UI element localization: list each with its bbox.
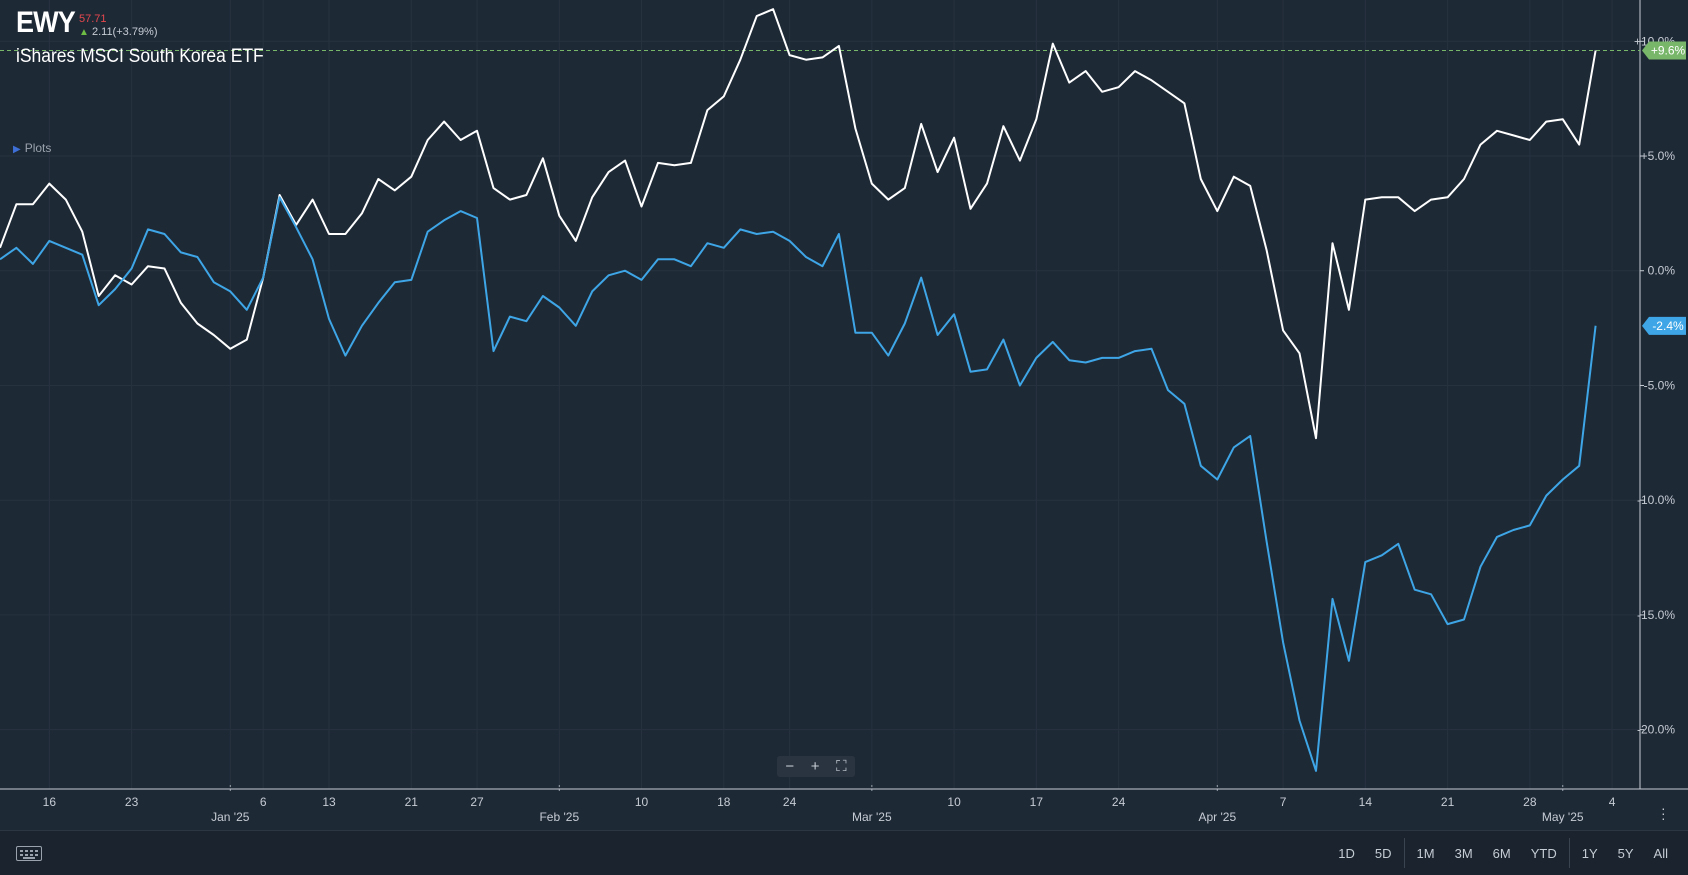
caret-right-icon: ▶: [13, 144, 21, 155]
y-tick-label: +5.0%: [1641, 149, 1676, 163]
price-line: [0, 8, 1597, 440]
x-tick-label: 10: [635, 795, 649, 809]
x-tick-label: 24: [783, 795, 797, 809]
price-change: ▲ 2.11(+3.79%): [79, 26, 158, 38]
range-1m-button[interactable]: 1M: [1407, 846, 1445, 861]
x-tick-label: 13: [322, 795, 336, 809]
x-tick-label: 27: [470, 795, 484, 809]
range-5d-button[interactable]: 5D: [1365, 846, 1402, 861]
y-tick-label: -10.0%: [1637, 493, 1675, 507]
plots-label: Plots: [24, 141, 52, 155]
x-tick-label-major: Mar '25: [852, 810, 892, 824]
company-name: iShares MSCI South Korea ETF: [16, 46, 264, 67]
range-ytd-button[interactable]: YTD: [1521, 846, 1567, 861]
x-tick-label: 16: [43, 795, 57, 809]
plots-toggle[interactable]: ▶ Plots: [13, 141, 51, 155]
x-tick-label-major: Apr '25: [1198, 810, 1236, 824]
x-tick-label: 24: [1112, 795, 1126, 809]
divider: [1568, 838, 1570, 868]
x-tick-label: 10: [947, 795, 961, 809]
chart-area[interactable]: 16 23 Jan '25 6 13 21 27 Feb '25 10 18 24 Mar '25 10…: [0, 0, 1688, 830]
range-selector: 1D 5D 1M 3M 6M YTD 1Y 5Y All: [1328, 831, 1678, 875]
end-value-label: -2.4%: [1652, 319, 1684, 333]
x-tick-label: 23: [125, 795, 139, 809]
x-tick-label: 21: [405, 795, 419, 809]
fullscreen-button[interactable]: ⛶: [836, 758, 847, 775]
zoom-out-button[interactable]: −: [785, 758, 795, 775]
price-change-value: 2.11(+3.79%): [91, 26, 158, 38]
divider: [1403, 838, 1405, 868]
end-value-badge: [1642, 316, 1686, 335]
range-1y-button[interactable]: 1Y: [1572, 846, 1608, 861]
ticker-symbol: EWY: [16, 6, 76, 39]
x-tick-label: 14: [1359, 795, 1373, 809]
range-6m-button[interactable]: 6M: [1483, 846, 1521, 861]
range-all-button[interactable]: All: [1644, 846, 1678, 861]
zoom-in-button[interactable]: +: [810, 758, 820, 775]
x-tick-label: 21: [1441, 795, 1455, 809]
range-3m-button[interactable]: 3M: [1445, 846, 1483, 861]
price-chart[interactable]: 16 23 Jan '25 6 13 21 27 Feb '25 10 18 24 Mar '25 10…: [0, 0, 1688, 830]
y-tick-label: -15.0%: [1637, 608, 1675, 622]
bottom-toolbar: 1D 5D 1M 3M 6M YTD 1Y 5Y All: [0, 830, 1688, 875]
range-1d-button[interactable]: 1D: [1328, 846, 1365, 861]
x-tick-label: 18: [717, 795, 731, 809]
arrow-up-icon: ▲: [79, 27, 89, 38]
x-tick-label: 4: [1609, 795, 1616, 809]
x-tick-label-major: May '25: [1542, 810, 1584, 824]
y-tick-label: -5.0%: [1644, 378, 1676, 392]
more-options-icon[interactable]: · · ·: [1661, 800, 1666, 826]
compare-line: [0, 196, 1597, 772]
x-tick-label: 6: [260, 795, 267, 809]
last-price: 57.71: [79, 13, 107, 25]
end-value-badge: [1642, 41, 1686, 60]
zoom-controls: − + ⛶: [777, 756, 855, 777]
keyboard-icon[interactable]: [16, 846, 42, 861]
x-tick-label: 7: [1280, 795, 1287, 809]
y-tick-label: 0.0%: [1648, 264, 1676, 278]
x-tick-label: 28: [1523, 795, 1537, 809]
y-tick-label: -20.0%: [1637, 723, 1675, 737]
x-tick-label-major: Jan '25: [211, 810, 250, 824]
range-5y-button[interactable]: 5Y: [1608, 846, 1644, 861]
end-value-label: +9.6%: [1651, 43, 1686, 57]
x-tick-label: 17: [1030, 795, 1044, 809]
x-tick-label-major: Feb '25: [539, 810, 579, 824]
